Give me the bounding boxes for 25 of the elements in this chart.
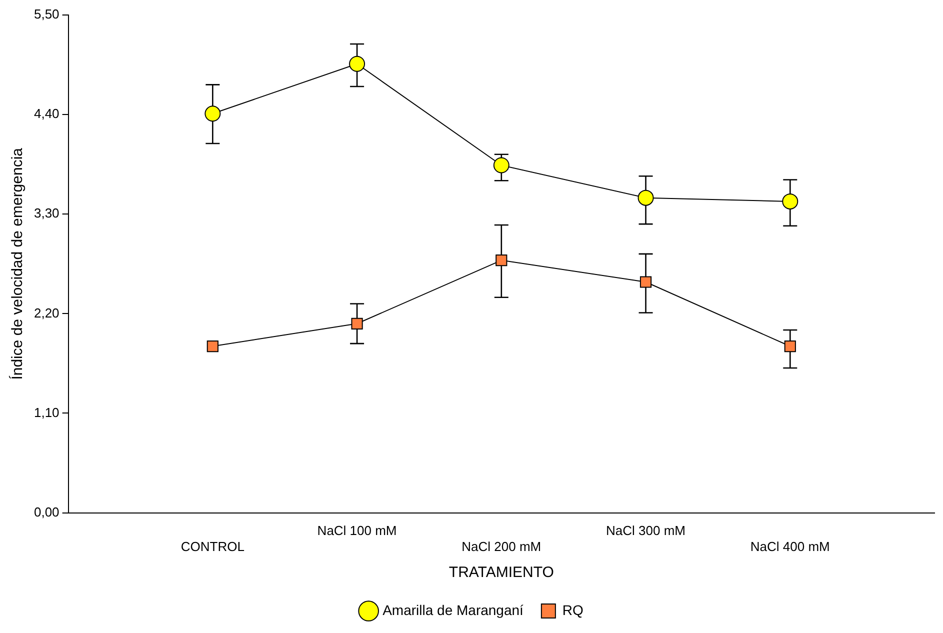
y-tick-label: 0,00 xyxy=(34,504,60,520)
point xyxy=(782,193,798,210)
x-tick-label: CONTROL xyxy=(180,538,244,554)
point xyxy=(349,56,366,72)
legend-label: Amarilla de Maranganí xyxy=(382,602,524,618)
point xyxy=(206,340,218,352)
point xyxy=(351,318,363,330)
y-tick-label: 1,10 xyxy=(34,404,60,420)
y-tick-label: 3,30 xyxy=(34,206,60,221)
y-tick-label: 4,40 xyxy=(34,106,60,122)
point xyxy=(784,340,796,352)
point xyxy=(204,106,221,122)
y-axis-title: Índice de velocidad de emergencia xyxy=(8,147,26,380)
y-tick-label: 2,20 xyxy=(34,305,60,320)
point xyxy=(493,157,510,174)
point xyxy=(496,254,508,266)
legend-label: RQ xyxy=(562,602,584,618)
x-tick-label: NaCl 300 mM xyxy=(606,523,686,538)
x-axis-title: TRATAMIENTO xyxy=(448,564,554,582)
point xyxy=(640,276,652,288)
point xyxy=(638,190,654,206)
x-tick-label: NaCl 100 mM xyxy=(317,523,397,538)
x-tick-label: NaCl 200 mM xyxy=(462,538,542,554)
y-tick-label: 5,50 xyxy=(34,6,60,22)
x-tick-label: NaCl 400 mM xyxy=(750,538,830,554)
